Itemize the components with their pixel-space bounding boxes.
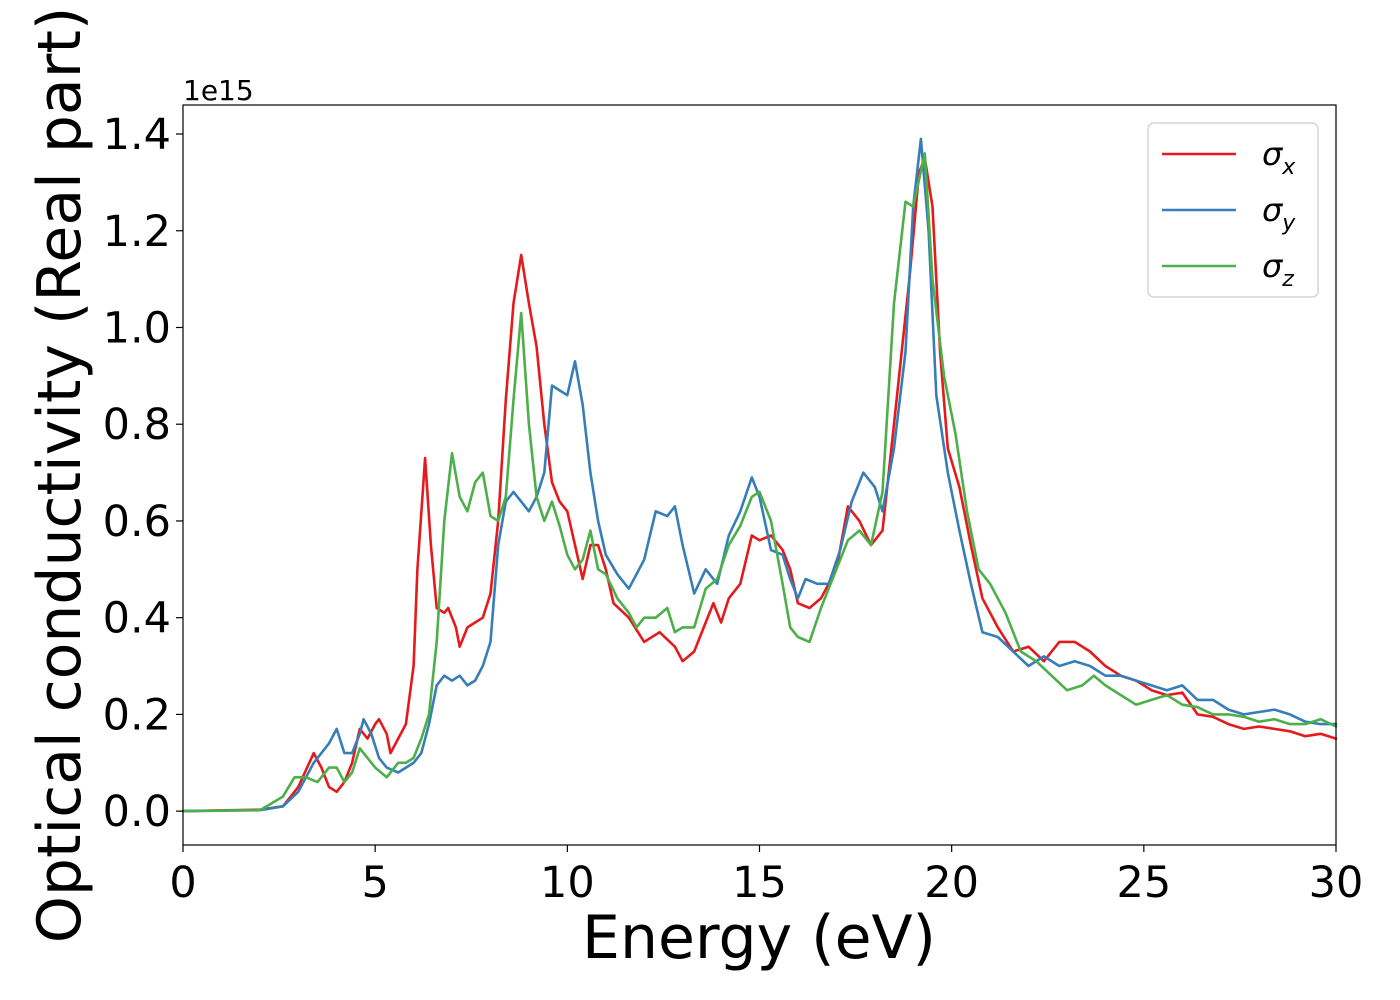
series-line-y — [181, 137, 1338, 813]
y-tick-label: 0.4 — [103, 594, 171, 644]
series-line-z — [181, 152, 1338, 813]
y-tick-label: 1.2 — [103, 207, 171, 257]
y-tick-label: 0.8 — [103, 400, 171, 450]
y-tick-label: 0.6 — [103, 497, 171, 547]
y-tick-label: 0.2 — [103, 690, 171, 740]
x-tick-label: 30 — [1309, 858, 1364, 908]
y-tick-label: 1.4 — [103, 110, 171, 160]
x-ticks: 0 5 10 15 20 25 30 — [169, 845, 1363, 908]
x-tick-label: 5 — [361, 858, 388, 908]
x-tick-label: 10 — [540, 858, 595, 908]
y-tick-label: 0.0 — [103, 787, 171, 837]
x-tick-label: 15 — [732, 858, 787, 908]
x-tick-label: 20 — [924, 858, 979, 908]
y-offset-label: 1e15 — [183, 74, 254, 107]
series-line-x — [181, 156, 1338, 813]
x-axis-label: Energy (eV) — [582, 903, 936, 973]
y-tick-label: 1.0 — [103, 303, 171, 353]
y-axis-label: Optical conductivity (Real part) — [25, 7, 95, 944]
x-tick-label: 25 — [1116, 858, 1171, 908]
y-ticks: 0.0 0.2 0.4 0.6 0.8 1.0 1.2 1.4 — [103, 110, 183, 837]
series-layer — [181, 137, 1338, 813]
x-tick-label: 0 — [169, 858, 196, 908]
